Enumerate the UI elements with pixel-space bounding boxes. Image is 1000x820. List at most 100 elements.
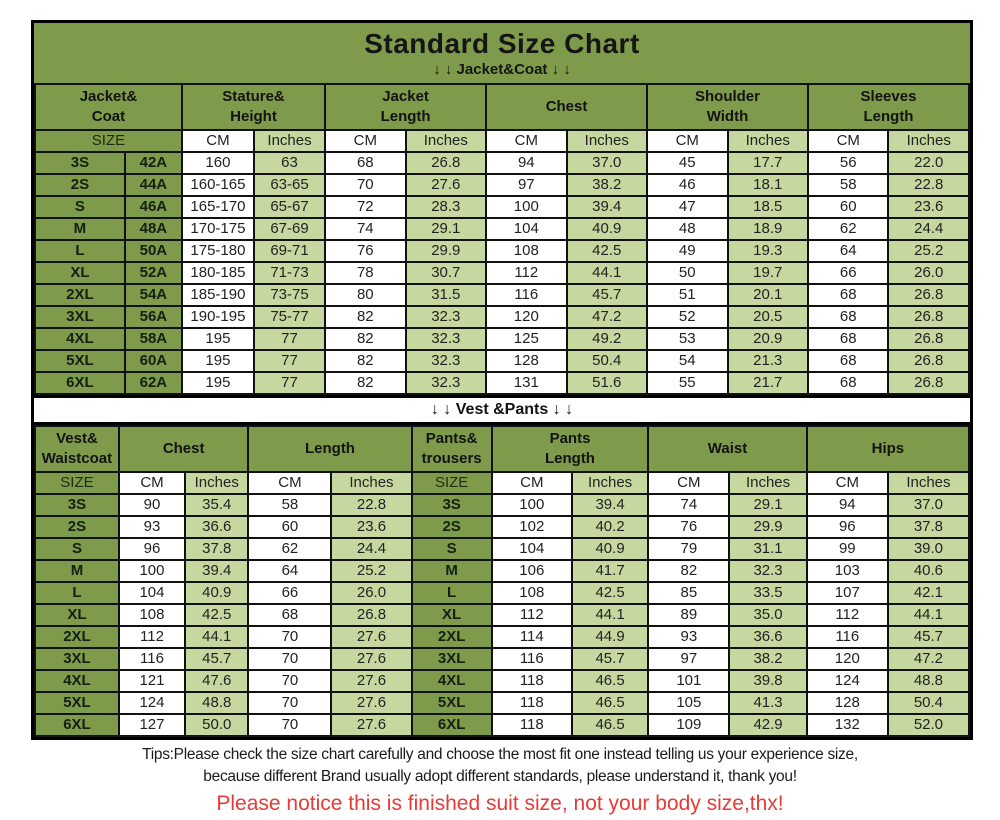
size-label-cell: L (34, 581, 120, 605)
measurement-cell: 62 (806, 217, 890, 241)
measurement-cell: 66 (247, 581, 333, 605)
measurement-cell: 27.6 (330, 669, 413, 693)
measurement-cell: 96 (805, 515, 889, 539)
measurement-cell: 114 (490, 625, 573, 649)
measurement-cell: 26.8 (887, 327, 970, 351)
size-label-cell: 4XL (34, 327, 126, 351)
vest-pants-table: Vest& Waistcoat Chest Length Pants& trouser… (34, 425, 971, 737)
size-row: S 96 37.8 62 24.4 S 104 40.9 79 31.1 99 39.0 (34, 537, 971, 561)
size-row: S 46A 165-170 65-67 72 28.3 100 39.4 47 18.5 60 23.… (34, 195, 970, 219)
measurement-cell: 32.3 (404, 371, 488, 395)
measurement-cell: 108 (117, 603, 187, 627)
measurement-cell: 32.3 (404, 327, 488, 351)
measurement-cell: 28.3 (404, 195, 488, 219)
group-header-cell: Vest& Waistcoat (34, 425, 120, 473)
measurement-cell: 120 (805, 647, 889, 671)
measurement-cell: 29.9 (728, 515, 808, 539)
size-row: 5XL 60A 195 77 82 32.3 128 50.4 54 21.3 68 26.8 (34, 349, 970, 373)
measurement-cell: 68 (806, 305, 890, 329)
measurement-cell: 82 (324, 371, 407, 395)
measurement-cell: 109 (647, 713, 731, 737)
measurement-cell: 70 (324, 173, 407, 197)
measurement-cell: 185-190 (180, 283, 255, 307)
measurement-cell: 39.4 (570, 493, 650, 517)
column-header-cell: CM (324, 129, 407, 153)
measurement-cell: 32.3 (728, 559, 808, 583)
measurement-cell: 100 (117, 559, 187, 583)
group-header-cell: Shoulder Width (646, 83, 809, 131)
measurement-cell: 69-71 (252, 239, 327, 263)
size-row: 2XL 54A 185-190 73-75 80 31.5 116 45.7 51 20.1 68 2… (34, 283, 970, 307)
column-header-cell: CM (180, 129, 255, 153)
size-label-cell: S (34, 537, 120, 561)
column-header-row: SIZE CM Inches CM Inches SIZE CM Inches CM Inches… (34, 471, 971, 495)
measurement-cell: 40.2 (570, 515, 650, 539)
measurement-cell: 160-165 (180, 173, 255, 197)
measurement-cell: 71-73 (252, 261, 327, 285)
size-row: 3S 90 35.4 58 22.8 3S 100 39.4 74 29.1 94 37.0 (34, 493, 971, 517)
measurement-cell: 55 (646, 371, 729, 395)
measurement-cell: 39.8 (728, 669, 808, 693)
measurement-cell: 70 (247, 669, 333, 693)
measurement-cell: 47 (646, 195, 729, 219)
size-row: 3S 42A 160 63 68 26.8 94 37.0 45 17.7 56 22.0 (34, 151, 970, 175)
measurement-cell: 165-170 (180, 195, 255, 219)
measurement-cell: 94 (485, 151, 568, 175)
measurement-cell: 37.8 (886, 515, 971, 539)
measurement-cell: 103 (805, 559, 889, 583)
column-header-cell: Inches (570, 471, 650, 495)
group-header-cell: Stature& Height (180, 83, 327, 131)
measurement-cell: 116 (805, 625, 889, 649)
measurement-cell: 195 (180, 349, 255, 373)
column-header-row: SIZE CM Inches CM Inches CM Inches CM Inches CM In… (34, 129, 970, 153)
tips-line-1: Tips:Please check the size chart careful… (142, 746, 858, 763)
measurement-cell: 25.2 (887, 239, 970, 263)
measurement-cell: 77 (252, 371, 327, 395)
measurement-cell: 19.7 (726, 261, 809, 285)
measurement-cell: 39.4 (565, 195, 649, 219)
measurement-cell: 50.0 (184, 713, 250, 737)
measurement-cell: 74 (647, 493, 731, 517)
column-header-cell: Inches (252, 129, 327, 153)
tips-line-2: because different Brand usually adopt di… (203, 768, 797, 785)
measurement-cell: 97 (647, 647, 731, 671)
measurement-cell: 44.1 (565, 261, 649, 285)
measurement-cell: 50 (646, 261, 729, 285)
size-row: 2XL 112 44.1 70 27.6 2XL 114 44.9 93 36.6 116 45.7 (34, 625, 971, 649)
measurement-cell: 112 (117, 625, 187, 649)
size-label-cell: 4XL (410, 669, 493, 693)
size-label-cell: 6XL (410, 713, 493, 737)
measurement-cell: 96 (117, 537, 187, 561)
measurement-cell: 36.6 (184, 515, 250, 539)
size-label-cell: L (34, 239, 126, 263)
size-label-cell: XL (34, 603, 120, 627)
measurement-cell: 125 (485, 327, 568, 351)
measurement-cell: 47.2 (565, 305, 649, 329)
measurement-cell: 27.6 (330, 625, 413, 649)
size-row: 6XL 62A 195 77 82 32.3 131 51.6 55 21.7 68 26.8 (34, 371, 970, 395)
measurement-cell: 64 (806, 239, 890, 263)
measurement-cell: 29.1 (728, 493, 808, 517)
size-label-cell: 3S (34, 151, 126, 175)
measurement-cell: 68 (806, 283, 890, 307)
measurement-cell: 24.4 (887, 217, 970, 241)
group-header-cell: Hips (805, 425, 971, 473)
measurement-cell: 63 (252, 151, 327, 175)
measurement-cell: 105 (647, 691, 731, 715)
column-header-cell: Inches (330, 471, 413, 495)
measurement-cell: 38.2 (565, 173, 649, 197)
measurement-cell: 121 (117, 669, 187, 693)
measurement-cell: 75-77 (252, 305, 327, 329)
measurement-cell: 39.0 (886, 537, 971, 561)
measurement-cell: 60 (247, 515, 333, 539)
measurement-cell: 48.8 (886, 669, 971, 693)
finished-size-notice: Please notice this is finished suit size… (216, 792, 784, 815)
measurement-cell: 50.4 (565, 349, 649, 373)
measurement-cell: 102 (490, 515, 573, 539)
measurement-cell: 107 (805, 581, 889, 605)
measurement-cell: 33.5 (728, 581, 808, 605)
measurement-cell: 42.5 (570, 581, 650, 605)
measurement-cell: 68 (806, 371, 890, 395)
column-header-cell: Inches (404, 129, 488, 153)
measurement-cell: 132 (805, 713, 889, 737)
